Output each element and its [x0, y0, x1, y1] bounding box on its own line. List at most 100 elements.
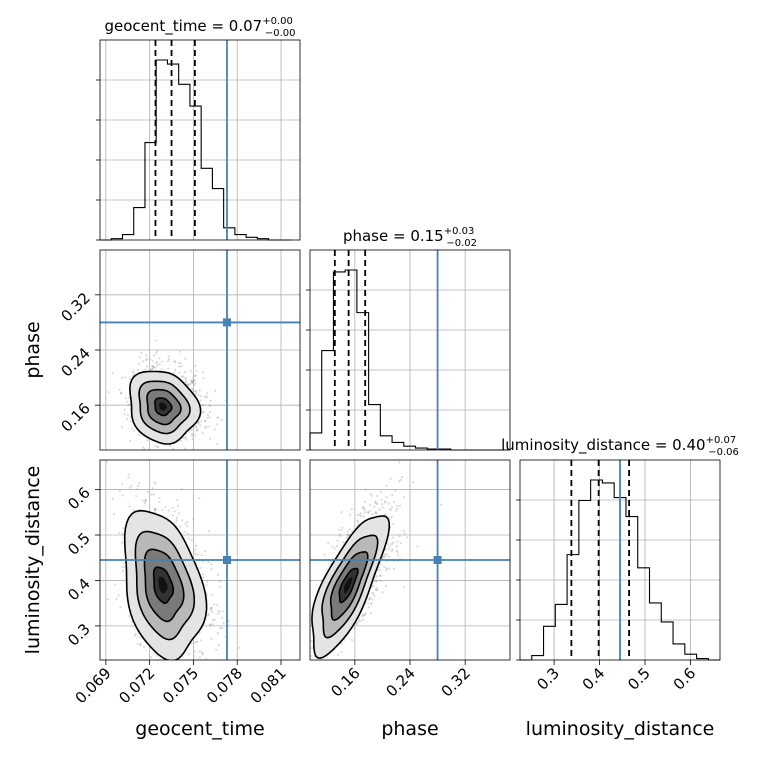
sample-point [399, 478, 402, 482]
sample-point [362, 506, 365, 509]
sample-point [207, 614, 210, 617]
sample-point [188, 383, 191, 386]
sample-point [358, 618, 361, 621]
sample-point [130, 484, 133, 487]
y-tick-label-luminosity-distance: 0.5 [64, 529, 94, 559]
sample-point [387, 547, 390, 550]
sample-point [179, 362, 182, 365]
sample-point [364, 508, 367, 511]
sample-point [146, 365, 149, 368]
sample-point [183, 436, 186, 439]
sample-point [200, 650, 203, 654]
sample-point [213, 428, 216, 431]
panel-frame [519, 459, 721, 661]
sample-point [151, 487, 154, 490]
sample-point [356, 514, 359, 517]
sample-point [178, 371, 181, 374]
sample-point [121, 482, 124, 485]
sample-point [391, 505, 394, 508]
sample-point [389, 507, 392, 510]
contour-line [311, 515, 391, 660]
sample-point [370, 601, 373, 605]
sample-point [202, 560, 205, 563]
sample-point [304, 672, 306, 674]
sample-point [201, 403, 204, 407]
sample-point [416, 545, 419, 548]
sample-point [184, 522, 187, 525]
sample-point [173, 371, 176, 374]
sample-point [380, 498, 383, 501]
sample-point [385, 496, 388, 499]
sample-point [391, 522, 395, 525]
sample-point [381, 506, 384, 509]
sample-point [191, 380, 194, 383]
sample-point [190, 380, 193, 383]
sample-point [139, 643, 142, 646]
sample-point [138, 481, 141, 484]
sample-point [359, 512, 362, 515]
sample-point [216, 443, 219, 446]
sample-point [201, 431, 204, 435]
sample-point [201, 573, 204, 576]
sample-point [155, 360, 159, 363]
sample-point [364, 613, 367, 616]
sample-point [202, 404, 205, 407]
contour-line [152, 566, 175, 605]
sample-point [351, 639, 354, 642]
x-tick-label-geocent-time: 0.081 [247, 664, 290, 707]
sample-point [184, 377, 187, 381]
sample-point [311, 646, 314, 650]
sample-point [177, 512, 181, 515]
sample-point [190, 642, 193, 645]
sample-point [186, 520, 189, 524]
sample-point [402, 586, 405, 589]
sample-point [121, 569, 125, 573]
sample-point [391, 541, 395, 544]
sample-point [191, 380, 194, 383]
sample-point [193, 379, 196, 382]
sample-point [171, 514, 175, 517]
y-tick-label-phase: 0.24 [57, 344, 93, 380]
sample-point [215, 648, 218, 652]
sample-point [190, 539, 193, 542]
sample-point [385, 567, 388, 570]
sample-point [208, 404, 211, 408]
sample-point [144, 499, 147, 502]
sample-point [304, 670, 306, 672]
sample-point [379, 574, 382, 578]
sample-point [154, 352, 158, 355]
sample-point [387, 502, 390, 505]
sample-point [167, 509, 170, 512]
sample-point [347, 534, 350, 537]
sample-point [362, 507, 365, 510]
sample-point [357, 522, 360, 525]
scatter-panel-phase-vs-luminosity-distance [304, 459, 511, 674]
sample-point [367, 511, 370, 514]
sample-point [185, 438, 188, 441]
sample-point [335, 544, 338, 548]
sample-point [169, 665, 171, 667]
sample-point [314, 667, 316, 669]
sample-point [222, 622, 225, 625]
sample-point [106, 598, 109, 601]
sample-point [369, 503, 372, 506]
sample-point [179, 440, 182, 443]
sample-point [134, 632, 137, 636]
sample-point [349, 513, 352, 517]
x-tick-label-phase: 0.32 [438, 664, 474, 700]
sample-point [205, 584, 208, 587]
sample-point [193, 374, 196, 377]
contour-line [123, 509, 208, 660]
sample-point [158, 496, 161, 500]
sample-point [160, 368, 163, 371]
sample-point [171, 506, 174, 509]
sample-point [210, 606, 214, 609]
scatter-panel-geocent-time-vs-luminosity-distance [99, 459, 301, 667]
sample-point [376, 569, 379, 572]
sample-point [384, 500, 387, 503]
contour-line [134, 530, 196, 641]
sample-point [206, 580, 209, 583]
sample-point [207, 451, 209, 453]
sample-point [178, 365, 181, 368]
sample-point [133, 634, 136, 637]
